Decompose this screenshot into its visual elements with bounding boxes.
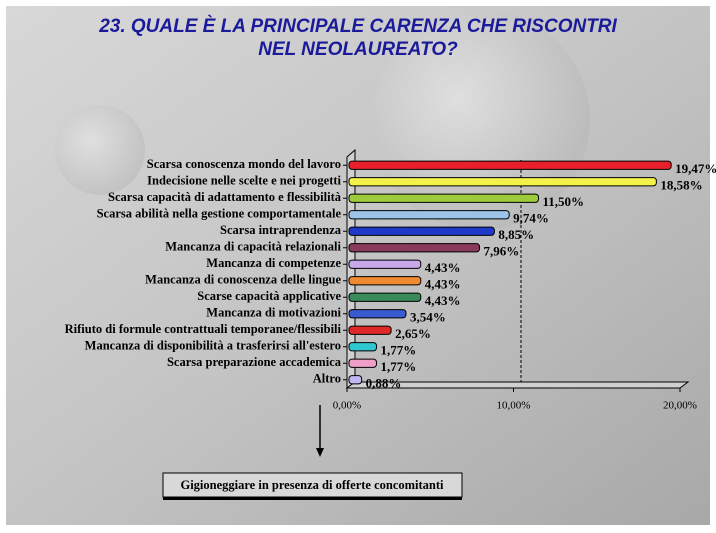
y-tick-label: Scarsa capacità di adattamento e flessib…	[108, 190, 342, 204]
y-tick-label: Scarsa intraprendenza	[220, 223, 342, 237]
y-tick-label: Mancanza di conoscenza delle lingue	[145, 273, 341, 287]
value-label: 4,43%	[425, 293, 461, 308]
value-label: 9,74%	[513, 211, 549, 226]
decor-sphere	[55, 105, 145, 195]
y-tick-label: Scarsa abilità nella gestione comportame…	[97, 207, 342, 221]
bar	[348, 358, 377, 368]
annotation-shadow	[163, 497, 462, 500]
y-tick-label: Scarsa preparazione accademica	[167, 355, 342, 369]
y-tick-label: Rifiuto di formule contrattuali temporan…	[65, 322, 342, 336]
chart-title: NEL NEOLAUREATO?	[258, 39, 458, 60]
bar	[348, 309, 407, 319]
x-tick-label: 10,00%	[497, 400, 531, 412]
value-label: 4,43%	[425, 277, 461, 292]
annotation: Gigioneggiare in presenza di offerte con…	[180, 478, 444, 492]
bar	[348, 193, 539, 203]
y-tick-label: Indecisione nelle scelte e nei progetti	[147, 174, 341, 188]
bar	[348, 342, 377, 352]
value-label: 11,50%	[542, 194, 584, 209]
value-label: 18,58%	[660, 178, 702, 193]
bar	[348, 292, 422, 302]
value-label: 19,47%	[675, 161, 716, 176]
bar	[348, 226, 495, 236]
chart-title: 23. QUALE È LA PRINCIPALE CARENZA CHE RI…	[98, 15, 617, 37]
value-label: 4,43%	[425, 260, 461, 275]
x-tick-label: 0,00%	[333, 400, 361, 412]
value-label: 2,65%	[395, 326, 431, 341]
x-tick-label: 20,00%	[663, 400, 697, 412]
y-tick-label: Scarsa conoscenza mondo del lavoro	[147, 157, 341, 171]
bar	[348, 160, 672, 170]
y-tick-label: Altro	[313, 372, 341, 386]
value-label: 8,85%	[498, 227, 534, 242]
bar	[348, 375, 363, 385]
value-label: 7,96%	[484, 244, 520, 259]
bar	[348, 325, 392, 335]
y-tick-label: Mancanza di disponibilità a trasferirsi …	[85, 339, 341, 353]
value-label: 3,54%	[410, 310, 446, 325]
bar	[348, 177, 657, 187]
bar	[348, 243, 481, 253]
value-label: 1,77%	[380, 359, 416, 374]
y-tick-label: Mancanza di capacità relazionali	[165, 240, 341, 254]
value-label: 1,77%	[380, 343, 416, 358]
y-tick-label: Mancanza di motivazioni	[206, 306, 341, 320]
value-label: 0,88%	[366, 376, 402, 391]
bar	[348, 259, 422, 269]
bar	[348, 210, 510, 220]
arrow-head	[316, 448, 324, 457]
y-tick-label: Mancanza di competenze	[206, 256, 341, 270]
y-tick-label: Scarse capacità applicative	[197, 289, 341, 303]
bar	[348, 276, 422, 286]
decor-sphere	[370, 10, 590, 230]
